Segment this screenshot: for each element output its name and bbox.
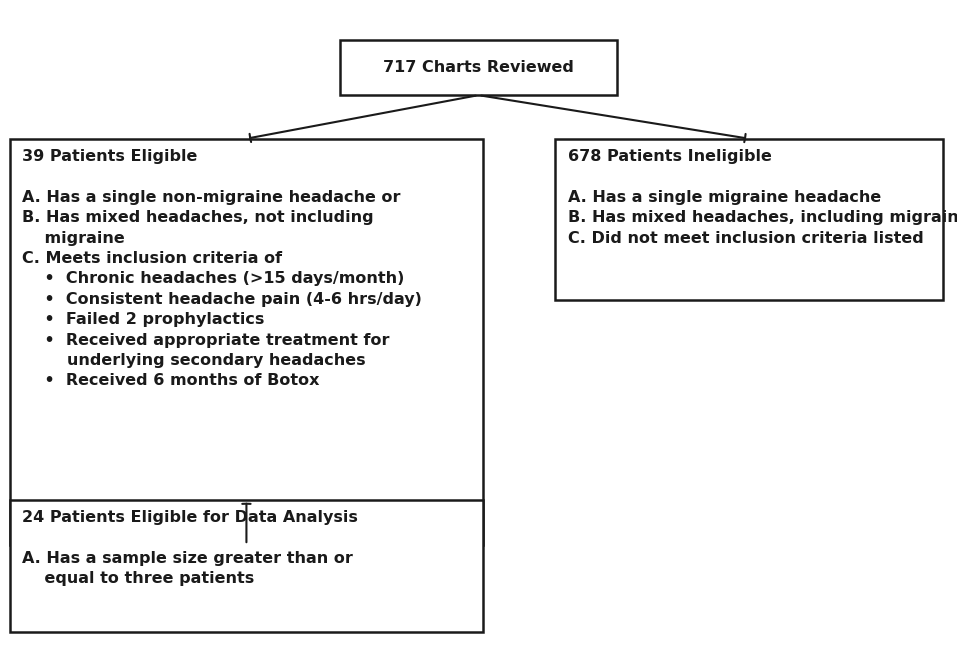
FancyBboxPatch shape [10, 139, 483, 545]
Text: 717 Charts Reviewed: 717 Charts Reviewed [383, 60, 574, 75]
Text: 39 Patients Eligible

A. Has a single non-migraine headache or
B. Has mixed head: 39 Patients Eligible A. Has a single non… [22, 149, 422, 388]
FancyBboxPatch shape [340, 40, 617, 95]
FancyBboxPatch shape [10, 500, 483, 632]
Text: 678 Patients Ineligible

A. Has a single migraine headache
B. Has mixed headache: 678 Patients Ineligible A. Has a single … [568, 149, 957, 246]
Text: 24 Patients Eligible for Data Analysis

A. Has a sample size greater than or
   : 24 Patients Eligible for Data Analysis A… [22, 510, 358, 586]
FancyBboxPatch shape [555, 139, 943, 300]
